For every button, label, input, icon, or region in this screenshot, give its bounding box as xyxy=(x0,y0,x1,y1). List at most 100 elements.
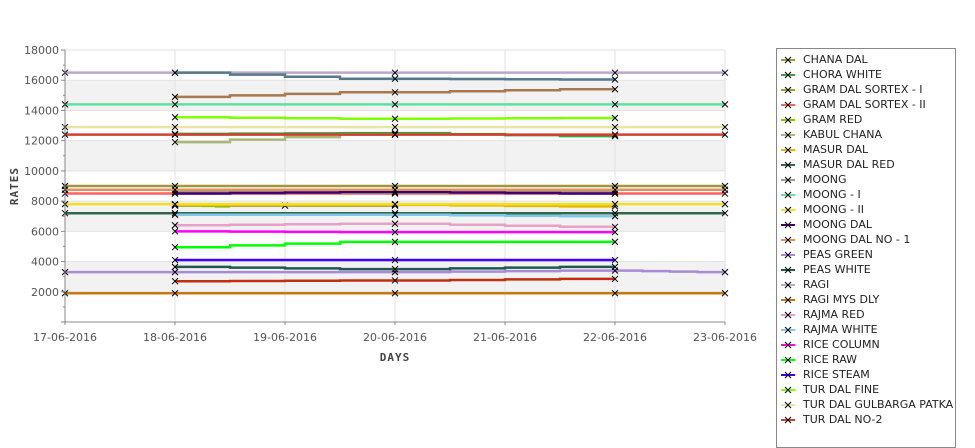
legend-marker-icon xyxy=(781,236,795,243)
data-point-marker xyxy=(171,138,179,146)
legend-marker-icon xyxy=(781,341,795,348)
legend: CHANA DAL CHORA WHITE GRAM DAL SORTEX - I G… xyxy=(776,48,956,448)
data-point-marker xyxy=(391,277,399,284)
legend-label: MOONG - I xyxy=(803,188,861,201)
legend-item[interactable]: PEAS WHITE xyxy=(777,262,871,277)
series-line xyxy=(65,269,725,274)
legend-item[interactable]: PEAS GREEN xyxy=(777,247,873,262)
legend-marker-icon xyxy=(781,56,795,63)
data-point-marker xyxy=(611,238,619,246)
x-tick-label: 18-06-2016 xyxy=(143,331,207,344)
data-point-marker xyxy=(391,220,399,228)
legend-marker-icon xyxy=(781,161,795,168)
data-point-marker xyxy=(171,113,179,121)
legend-marker-icon xyxy=(781,371,795,378)
y-tick-label: 14000 xyxy=(24,104,59,117)
legend-label: GRAM RED xyxy=(803,113,863,126)
y-tick-label: 6000 xyxy=(31,225,59,238)
data-point-marker xyxy=(391,256,399,264)
legend-marker-icon xyxy=(781,266,795,273)
legend-item[interactable]: GRAM RED xyxy=(777,112,862,127)
legend-item[interactable]: MOONG xyxy=(777,172,847,187)
series-line xyxy=(175,213,615,218)
y-tick-label: 12000 xyxy=(24,135,59,148)
legend-item[interactable]: MASUR DAL RED xyxy=(777,157,895,172)
legend-item[interactable]: RAGI MYS DLY xyxy=(777,292,879,307)
data-point-marker xyxy=(721,268,729,276)
data-point-marker xyxy=(171,93,179,101)
data-point-marker xyxy=(611,131,619,138)
legend-label: MOONG DAL xyxy=(803,218,872,231)
data-point-marker xyxy=(611,101,619,108)
legend-item[interactable]: KABUL CHANA xyxy=(777,127,882,142)
x-tick-label: 20-06-2016 xyxy=(363,331,427,344)
legend-item[interactable]: RAGI xyxy=(777,277,829,292)
data-point-marker xyxy=(611,186,619,194)
legend-marker-icon xyxy=(781,251,795,258)
legend-item[interactable]: GRAM DAL SORTEX - I xyxy=(777,82,923,97)
data-point-marker xyxy=(721,123,729,131)
legend-label: TUR DAL GULBARGA PATKA xyxy=(803,398,954,411)
legend-item[interactable]: MOONG - I xyxy=(777,187,861,202)
data-point-marker xyxy=(611,275,619,283)
legend-marker-icon xyxy=(781,206,795,213)
legend-label: GRAM DAL SORTEX - I xyxy=(803,83,923,96)
legend-item[interactable]: RICE COLUMN xyxy=(777,337,880,352)
legend-item[interactable]: MASUR DAL xyxy=(777,142,868,157)
data-point-marker xyxy=(391,200,399,208)
data-point-marker xyxy=(171,277,179,285)
legend-item[interactable]: TUR DAL GULBARGA PATKA xyxy=(777,397,953,412)
legend-marker-icon xyxy=(781,416,795,423)
legend-item[interactable]: MOONG DAL NO - 1 xyxy=(777,232,910,247)
legend-item[interactable]: GRAM DAL SORTEX - II xyxy=(777,97,926,112)
legend-item[interactable]: MOONG DAL xyxy=(777,217,872,232)
data-point-marker xyxy=(171,101,179,108)
data-point-marker xyxy=(721,289,729,297)
data-point-marker xyxy=(391,88,399,96)
legend-item[interactable]: RAJMA RED xyxy=(777,307,865,322)
data-point-marker xyxy=(611,212,619,220)
data-point-marker xyxy=(391,115,399,123)
legend-marker-icon xyxy=(781,101,795,108)
legend-marker-icon xyxy=(781,131,795,138)
legend-label: MOONG DAL NO - 1 xyxy=(803,233,911,246)
data-point-marker xyxy=(721,69,729,77)
series-line xyxy=(175,240,615,249)
data-point-marker xyxy=(611,289,619,297)
legend-item[interactable]: RICE RAW xyxy=(777,352,857,367)
legend-label: MOONG - II xyxy=(803,203,865,216)
y-tick-label: 18000 xyxy=(24,44,59,57)
data-point-marker xyxy=(391,289,399,297)
legend-label: PEAS GREEN xyxy=(803,248,873,261)
x-axis-label: DAYS xyxy=(380,351,411,364)
data-point-marker xyxy=(391,265,399,273)
data-point-marker xyxy=(721,209,729,217)
data-point-marker xyxy=(721,200,729,208)
legend-marker-icon xyxy=(781,176,795,183)
legend-marker-icon xyxy=(781,191,795,198)
data-point-marker xyxy=(611,200,619,208)
x-tick-label: 21-06-2016 xyxy=(473,331,537,344)
legend-item[interactable]: TUR DAL FINE xyxy=(777,382,879,397)
data-point-marker xyxy=(721,101,729,108)
data-point-marker xyxy=(171,289,179,297)
data-point-marker xyxy=(171,69,179,77)
data-point-marker xyxy=(171,131,179,138)
legend-item[interactable]: CHANA DAL xyxy=(777,52,868,67)
data-point-marker xyxy=(391,238,399,246)
legend-item[interactable]: CHORA WHITE xyxy=(777,67,882,82)
legend-label: GRAM DAL SORTEX - II xyxy=(803,98,926,111)
legend-item[interactable]: TUR DAL NO-2 xyxy=(777,412,883,427)
legend-marker-icon xyxy=(781,71,795,78)
legend-item[interactable]: MOONG - II xyxy=(777,202,864,217)
legend-item[interactable]: RICE STEAM xyxy=(777,367,870,382)
data-point-marker xyxy=(171,268,179,276)
data-point-marker xyxy=(171,221,179,229)
legend-marker-icon xyxy=(781,116,795,123)
data-point-marker xyxy=(171,123,179,131)
legend-label: RAJMA RED xyxy=(803,308,865,321)
legend-label: MASUR DAL RED xyxy=(803,158,895,171)
legend-item[interactable]: RAJMA WHITE xyxy=(777,322,878,337)
y-tick-label: 16000 xyxy=(24,74,59,87)
y-axis-label: RATES xyxy=(8,167,21,205)
